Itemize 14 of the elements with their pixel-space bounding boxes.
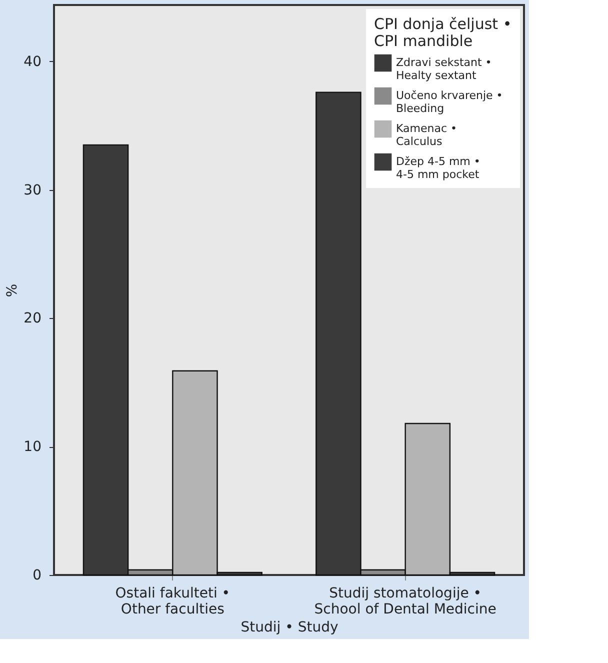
x-tick-label: Studij stomatologije • School of Dental Medicine	[314, 586, 496, 618]
legend-title: CPI donja čeljust • CPI mandible	[374, 15, 512, 50]
y-tick-label: 40	[24, 54, 42, 70]
legend-label: Uočeno krvarenje • Bleeding	[396, 89, 503, 115]
y-tick-label: 20	[24, 310, 42, 327]
legend-label: Zdravi sekstant • Healty sextant	[396, 56, 492, 82]
y-tick-label: 0	[32, 568, 42, 584]
y-axis-title: %	[4, 284, 21, 298]
x-tick-label: Ostali fakulteti • Other faculties	[115, 586, 230, 618]
x-axis-title: Studij • Study	[240, 620, 338, 636]
legend-label: Džep 4-5 mm • 4-5 mm pocket	[396, 155, 480, 181]
y-tick-label: 30	[24, 182, 42, 198]
legend-label: Kamenac • Calculus	[396, 122, 457, 148]
y-tick-label: 10	[24, 439, 42, 456]
